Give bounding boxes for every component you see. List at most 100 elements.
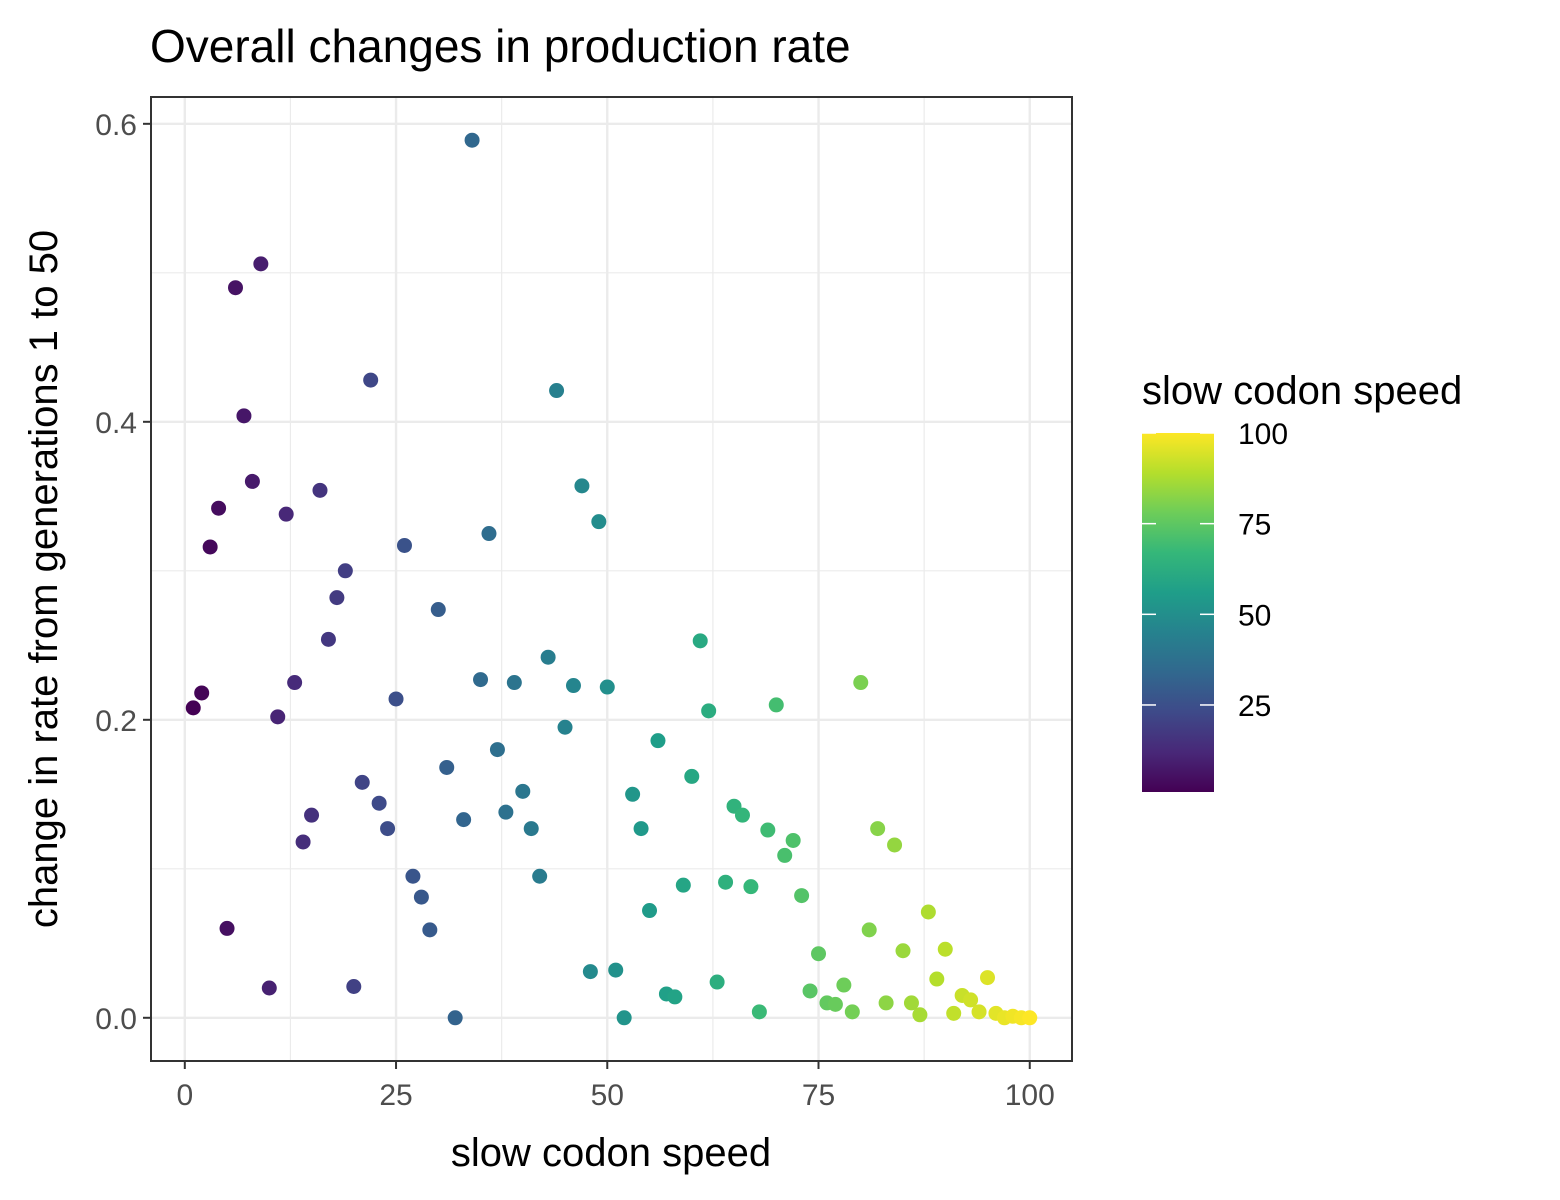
- data-point: [287, 675, 303, 691]
- data-point: [489, 742, 505, 758]
- data-point: [625, 786, 641, 802]
- x-axis-title: slow codon speed: [451, 1131, 771, 1175]
- data-point: [498, 804, 514, 820]
- data-point: [861, 922, 877, 938]
- data-point: [211, 500, 227, 516]
- y-tick-label: 0.6: [95, 109, 137, 142]
- data-point: [456, 812, 472, 828]
- data-point: [244, 473, 260, 489]
- y-tick-label: 0.0: [95, 1003, 137, 1036]
- data-point: [532, 868, 548, 884]
- y-axis-title: change in rate from generations 1 to 50: [22, 230, 66, 928]
- x-tick-label: 75: [802, 1079, 835, 1112]
- data-point: [718, 874, 734, 890]
- data-point: [574, 478, 590, 494]
- legend-colorbar: [1142, 433, 1214, 792]
- data-point: [853, 675, 869, 691]
- data-point: [642, 903, 658, 919]
- data-point: [354, 774, 370, 790]
- data-point: [337, 563, 353, 579]
- data-point: [844, 1004, 860, 1020]
- y-tick-label: 0.4: [95, 407, 137, 440]
- data-point: [608, 962, 624, 978]
- data-point: [599, 679, 615, 695]
- data-point: [920, 904, 936, 920]
- data-point: [887, 837, 903, 853]
- data-point: [295, 834, 311, 850]
- data-point: [811, 946, 827, 962]
- data-point: [684, 768, 700, 784]
- data-point: [278, 506, 294, 522]
- data-point: [219, 920, 235, 936]
- legend-break-label: 75: [1238, 509, 1271, 542]
- data-point: [768, 697, 784, 713]
- data-point: [481, 526, 497, 542]
- data-point: [363, 372, 379, 388]
- data-point: [616, 1010, 632, 1026]
- data-point: [675, 877, 691, 893]
- chart-title: Overall changes in production rate: [150, 20, 851, 72]
- data-point: [743, 879, 759, 895]
- color-legend: slow codon speed 25 50 75 100: [1142, 369, 1462, 792]
- data-point: [227, 280, 243, 296]
- data-point: [937, 941, 953, 957]
- data-point: [1022, 1010, 1038, 1026]
- data-point: [439, 759, 455, 775]
- axes: 0 25 50 75 100 0.0 0.2 0.4 0.6: [95, 109, 1055, 1112]
- data-point: [515, 783, 531, 799]
- data-point: [895, 943, 911, 959]
- data-point: [304, 807, 320, 823]
- data-point: [185, 700, 201, 716]
- data-point: [802, 983, 818, 999]
- x-tick-label: 0: [176, 1079, 193, 1112]
- data-point: [870, 821, 886, 837]
- plot-border: [150, 96, 1073, 1062]
- data-point: [447, 1010, 463, 1026]
- data-point: [346, 979, 362, 995]
- data-point: [565, 678, 581, 694]
- data-point: [794, 888, 810, 904]
- data-point: [912, 1007, 928, 1023]
- x-tick-label: 100: [1005, 1079, 1055, 1112]
- data-point: [261, 980, 277, 996]
- data-point: [422, 922, 438, 938]
- data-point: [405, 868, 421, 884]
- data-point: [396, 537, 412, 553]
- data-point: [692, 633, 708, 649]
- data-point: [929, 971, 945, 987]
- data-point: [667, 989, 683, 1005]
- data-point: [751, 1004, 767, 1020]
- data-point: [760, 822, 776, 838]
- data-point: [473, 672, 489, 688]
- data-point: [980, 970, 996, 986]
- data-point: [650, 733, 666, 749]
- data-point: [430, 602, 446, 618]
- x-tick-label: 50: [591, 1079, 624, 1112]
- data-point: [549, 383, 565, 399]
- data-point: [946, 1005, 962, 1021]
- data-point: [329, 590, 345, 606]
- data-point: [836, 977, 852, 993]
- legend-break-label: 100: [1238, 418, 1288, 451]
- data-point: [253, 256, 269, 272]
- data-point: [777, 847, 793, 863]
- data-point: [633, 821, 649, 837]
- data-point: [312, 482, 328, 498]
- data-points: [185, 132, 1038, 1026]
- y-tick-label: 0.2: [95, 705, 137, 738]
- data-point: [540, 649, 556, 665]
- data-point: [878, 995, 894, 1011]
- data-point: [701, 703, 717, 719]
- x-tick-label: 25: [379, 1079, 412, 1112]
- data-point: [785, 832, 801, 848]
- data-point: [963, 992, 979, 1008]
- plot-panel: [151, 97, 1072, 1061]
- data-point: [903, 995, 919, 1011]
- data-point: [827, 996, 843, 1012]
- data-point: [270, 709, 286, 725]
- data-point: [734, 807, 750, 823]
- data-point: [320, 631, 336, 647]
- data-point: [971, 1004, 987, 1020]
- gridlines: [151, 97, 1072, 1061]
